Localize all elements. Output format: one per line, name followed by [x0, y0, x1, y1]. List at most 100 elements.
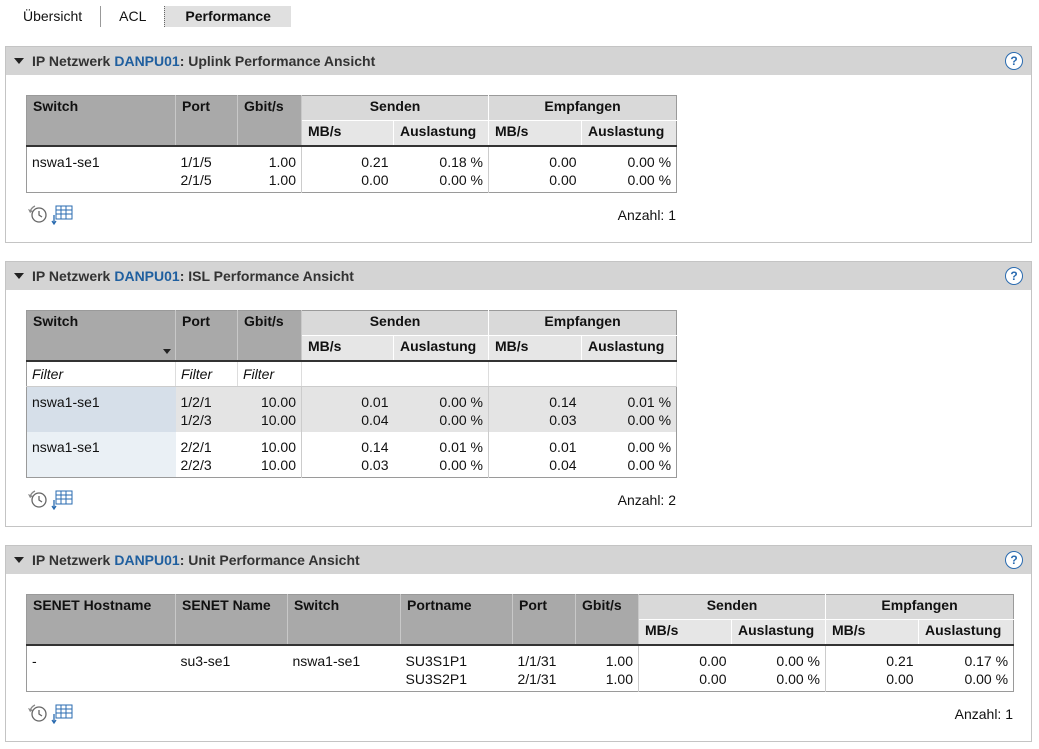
sub-header-row: MB/s Auslastung MB/s Auslastung — [27, 619, 1014, 646]
cell: 0.17 % 0.00 % — [919, 645, 1014, 692]
column-header[interactable]: Switch — [26, 310, 176, 362]
toolbar[interactable] — [26, 702, 76, 727]
title-link[interactable]: DANPU01 — [114, 53, 180, 69]
column-header[interactable]: Gbit/s — [575, 594, 639, 646]
column-header[interactable]: Port — [512, 594, 576, 646]
title-link[interactable]: DANPU01 — [114, 268, 180, 284]
toolbar[interactable] — [26, 203, 76, 228]
filter-input[interactable]: Filter — [237, 361, 302, 387]
icon-shape — [51, 713, 57, 724]
column-header[interactable]: Auslastung — [392, 335, 489, 362]
title-suffix: : Uplink Performance Ansicht — [179, 53, 376, 69]
icon-shape — [55, 704, 73, 718]
help-icon[interactable]: ? — [1005, 52, 1023, 70]
cell-line: 2/1/31 — [517, 671, 557, 687]
cell: 1/1/31 2/1/31 — [513, 645, 576, 692]
cell: nswa1-se1 — [26, 386, 176, 432]
icon-shape — [56, 205, 72, 219]
column-header[interactable]: Auslastung — [730, 619, 826, 646]
column-header[interactable]: MB/s — [301, 335, 394, 362]
title-suffix: : ISL Performance Ansicht — [179, 268, 354, 284]
panel-header: IP Netzwerk DANPU01: Unit Performance Ans… — [6, 546, 1031, 574]
cell: nswa1-se1 — [292, 653, 361, 669]
filter-input[interactable]: Filter — [175, 361, 238, 387]
cell: 10.00 10.00 — [237, 432, 302, 478]
help-icon[interactable]: ? — [1005, 551, 1023, 569]
cell-line: 1.00 — [268, 172, 296, 188]
group-header: Senden — [300, 95, 489, 121]
cell-line: 0.01 — [549, 439, 577, 455]
column-header[interactable]: Port — [175, 310, 238, 362]
cell-line: 0.00 % — [627, 412, 672, 428]
column-header[interactable]: Gbit/s — [237, 310, 302, 362]
icon-shape — [38, 709, 43, 717]
column-header[interactable]: MB/s — [301, 120, 394, 147]
cell-line: 0.00 — [361, 172, 389, 188]
row-count: Anzahl: 2 — [617, 492, 676, 508]
cell: 0.00 % 0.00 % — [732, 645, 826, 692]
toolbar-icons[interactable] — [26, 488, 76, 510]
title-link[interactable]: DANPU01 — [114, 552, 180, 568]
cell-line: 0.01 % — [627, 394, 672, 410]
panel: IP Netzwerk DANPU01: Uplink Performance A… — [5, 46, 1032, 243]
cell: 2/2/1 2/2/3 — [175, 432, 238, 478]
panel-header: IP Netzwerk DANPU01: ISL Performance Ansi… — [6, 262, 1031, 290]
tab[interactable]: Übersicht — [23, 7, 83, 24]
column-header[interactable]: Gbit/s — [237, 95, 302, 147]
cell: - — [32, 653, 37, 669]
column-header[interactable]: MB/s — [825, 619, 919, 646]
tab-bar: Übersicht ACL Performance — [5, 5, 291, 27]
panel: IP Netzwerk DANPU01: Unit Performance Ans… — [5, 545, 1032, 742]
cell-line: 10.00 — [260, 394, 296, 410]
group-header: Empfangen — [488, 310, 677, 336]
column-header[interactable]: Portname — [400, 594, 513, 646]
table-row[interactable]: nswa1-se1 1/1/5 2/1/5 1.00 1.00 0.21 0.00 0.18 … — [27, 146, 677, 193]
header-row: Switch Port Gbit/s Senden Empfangen — [26, 310, 677, 362]
cell: 0.00 0.00 — [488, 146, 582, 193]
cell-line: 0.00 — [699, 653, 727, 669]
group-header: Empfangen — [488, 95, 677, 121]
help-icon[interactable]: ? — [1005, 267, 1023, 285]
collapse-toggle[interactable] — [14, 273, 24, 279]
icon-shape — [28, 493, 33, 498]
column-header[interactable]: Auslastung — [581, 120, 677, 147]
cell: SU3S1P1 SU3S2P1 — [401, 645, 513, 692]
cell-line: 10.00 — [260, 457, 296, 473]
collapse-toggle[interactable] — [14, 557, 24, 563]
column-header[interactable]: Auslastung — [581, 335, 677, 362]
icon-shape — [38, 210, 43, 218]
cell: nswa1-se1 — [26, 432, 176, 478]
column-header[interactable]: Port — [175, 95, 238, 147]
column-header[interactable]: MB/s — [638, 619, 732, 646]
cell-line: 0.00 % — [439, 457, 484, 473]
toolbar[interactable] — [26, 488, 76, 513]
icon-shape — [55, 490, 73, 504]
tab[interactable]: ACL — [100, 5, 164, 27]
data-table: Switch Port Gbit/s Senden Empfangen MB/s Ausla… — [26, 310, 678, 478]
cell: 10.00 10.00 — [237, 386, 302, 432]
cell: 0.01 0.04 — [301, 386, 394, 432]
sub-header-row: MB/s Auslastung MB/s Auslastung — [27, 335, 677, 362]
column-header[interactable]: Auslastung — [392, 120, 489, 147]
toolbar-icons[interactable] — [26, 203, 76, 225]
collapse-toggle[interactable] — [14, 58, 24, 64]
column-header[interactable]: SENET Name — [175, 594, 288, 646]
column-header[interactable]: MB/s — [488, 120, 582, 147]
column-header[interactable]: Switch — [26, 95, 176, 147]
table-row[interactable]: nswa1-se1 2/2/1 2/2/3 10.00 10.00 0.14 0.03 0.0… — [26, 432, 677, 478]
tab[interactable]: Performance — [164, 5, 291, 27]
filter-input[interactable]: Filter — [26, 361, 176, 387]
table-row[interactable]: - su3-se1 nswa1-se1 SU3S1P1 SU3S2P1 1/1/31 2/1… — [27, 645, 1014, 692]
column-header[interactable]: Auslastung — [918, 619, 1014, 646]
column-header[interactable]: MB/s — [488, 335, 582, 362]
cell-line: 0.00 % — [964, 671, 1009, 687]
icon-shape — [51, 214, 57, 225]
sort-indicator[interactable] — [163, 349, 171, 354]
column-header[interactable]: Switch — [287, 594, 401, 646]
table-row[interactable]: nswa1-se1 1/2/1 1/2/3 10.00 10.00 0.01 0.04 0.0… — [26, 386, 677, 432]
column-header[interactable]: SENET Hostname — [26, 594, 176, 646]
toolbar-icons[interactable] — [26, 702, 76, 724]
cell-line: 0.01 — [361, 394, 389, 410]
